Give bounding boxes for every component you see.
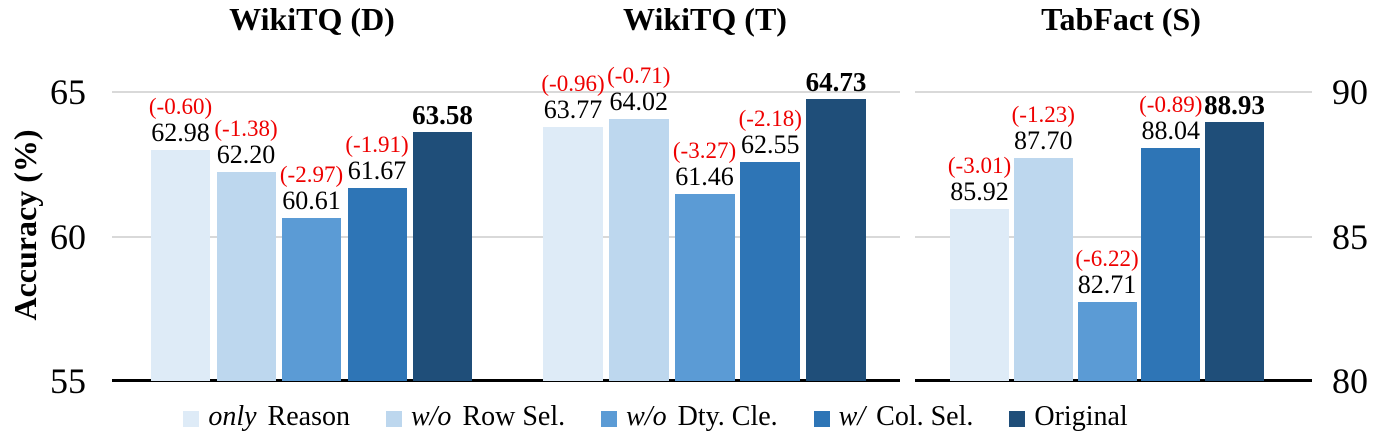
legend: only Reason w/o Row Sel. w/o Dty. Cle. w/Col. … [0,401,1345,433]
bar-delta-label: (-3.01) [947,153,1012,179]
bar [950,209,1009,381]
x-axis-line [112,379,900,382]
legend-swatch-icon [183,410,200,427]
bar [740,162,801,381]
bar-delta-label: (-6.22) [1075,246,1139,272]
legend-label: Col. Sel. [876,401,974,432]
panel-title-tabfact-s: TabFact (S) [1041,1,1201,37]
bar-delta-label: (-2.18) [738,106,802,132]
gridline [915,236,1312,238]
legend-swatch-icon [601,410,618,427]
bar-value-label: 60.61 [282,186,341,216]
gridline [112,236,900,238]
y-axis-tick-label: 55 [50,361,86,401]
legend-prefix: w/o [626,401,667,432]
legend-item: only Reason [183,401,350,433]
bar-value-label: 88.93 [1204,90,1265,121]
bar-value-label: 62.55 [741,130,800,160]
bar-delta-label: (-0.96) [541,70,605,96]
y-axis-tick-label: 65 [50,72,86,112]
legend-label: Reason [267,401,350,432]
legend-item: w/o Dty. Cle. [601,401,778,433]
bar [608,119,669,381]
bar-value-label: 61.46 [675,161,734,191]
legend-label: Original [1034,401,1128,432]
bar-delta-label: (-0.60) [148,93,213,119]
legend-prefix: only [208,401,257,432]
bar [674,193,735,381]
bar-value-label: 63.58 [412,100,473,131]
bar-delta-label: (-0.89) [1139,91,1203,117]
bar-value-label: 64.02 [609,87,669,117]
bar [543,126,603,381]
bar [1013,157,1073,381]
bar [1205,122,1264,381]
gridline [112,91,900,93]
bar-delta-label: (-1.23) [1011,101,1075,127]
bar-value-label: 62.20 [216,140,276,170]
bar [347,187,407,381]
legend-prefix: w/o [410,401,452,432]
bar-value-label: 61.67 [347,155,407,185]
legend-label: Dty. Cle. [677,401,778,432]
legend-item: w/Col. Sel. [813,401,974,433]
y-axis-tick-label: 60 [50,217,86,257]
gridline [915,91,1312,93]
bar [282,218,341,381]
legend-label: Row Sel. [462,401,566,432]
y-axis-tick-label-right: 85 [1332,217,1368,257]
legend-swatch-icon [813,410,830,427]
legend-item: Original [1009,401,1128,433]
bar [151,149,210,381]
bar [1141,147,1201,381]
bar-value-label: 85.92 [950,177,1009,207]
y-axis-tick-label-right: 80 [1332,361,1368,401]
bar-delta-label: (-1.38) [214,116,278,142]
legend-swatch-icon [1009,410,1026,427]
y-axis-tick-label-right: 90 [1332,72,1368,112]
bar-value-label: 63.77 [543,94,603,124]
bar-value-label: 88.04 [1141,115,1201,145]
bar-delta-label: (-1.91) [345,131,409,157]
bar-value-label: 64.73 [805,66,867,97]
bar-delta-label: (-3.27) [672,137,737,163]
bar-delta-label: (-2.97) [279,162,344,188]
bar-value-label: 87.70 [1014,125,1073,155]
legend-prefix: w/ [838,401,866,432]
bar-value-label: 62.98 [151,117,210,147]
panel-title-wikitq-d: WikiTQ (D) [229,1,395,37]
bar-delta-label: (-0.71) [607,63,671,89]
bar [216,172,276,381]
bar [413,132,472,381]
bar-value-label: 82.71 [1077,270,1137,300]
bar [806,98,866,381]
legend-item: w/o Row Sel. [385,401,566,433]
legend-swatch-icon [385,410,402,427]
bar [1077,302,1137,381]
panel-title-wikitq-t: WikiTQ (T) [623,1,787,37]
